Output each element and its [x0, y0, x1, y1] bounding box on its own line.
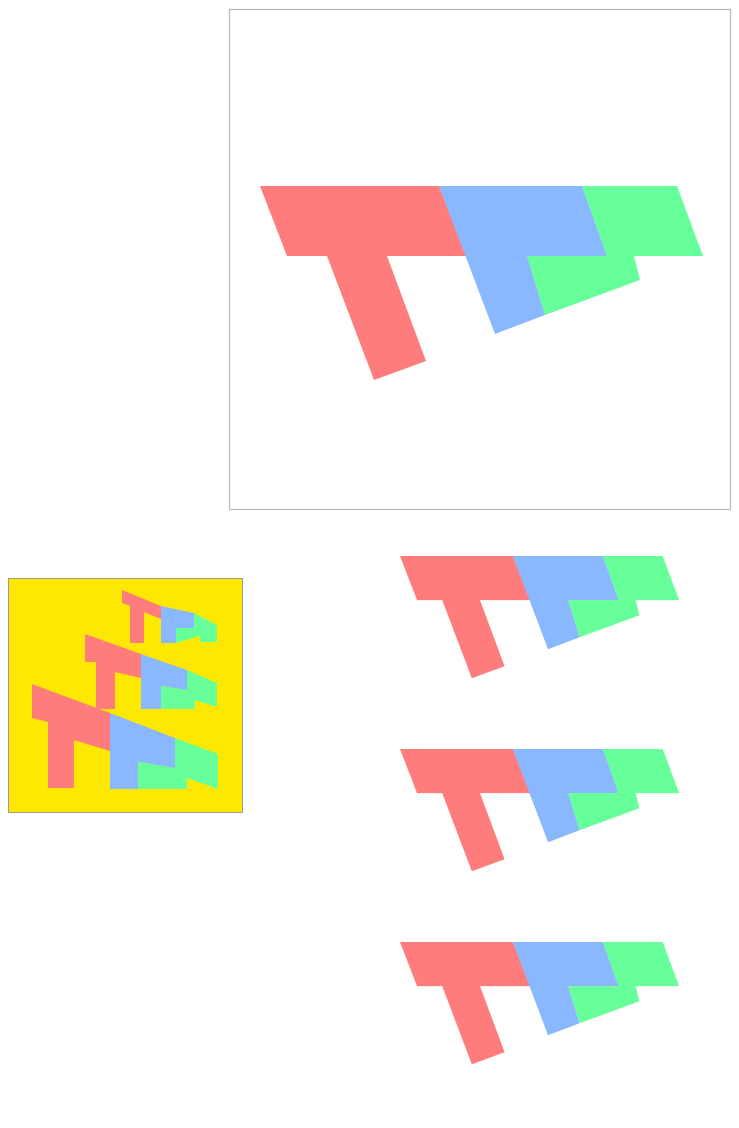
thumbnail-row-1 [122, 590, 217, 643]
thumb-1-green [176, 613, 217, 643]
thumb-1-red [122, 590, 161, 643]
thumb-3-green [138, 738, 218, 789]
option-figure-2[interactable] [400, 749, 680, 872]
thumbnail-row-2 [85, 634, 217, 709]
thumb-1-blue [161, 606, 194, 643]
thumb-2-green [161, 670, 217, 709]
main-figure-panel [228, 8, 732, 511]
thumb-3-red [32, 684, 110, 788]
thumbnail-panel [8, 578, 243, 813]
thumbnail-row-3 [32, 684, 218, 789]
thumb-3-blue [110, 713, 175, 789]
option-figure-3[interactable] [400, 942, 680, 1065]
thumb-2-red [85, 634, 141, 709]
thumb-2-blue [141, 654, 187, 709]
option-figure-1[interactable] [400, 556, 680, 679]
